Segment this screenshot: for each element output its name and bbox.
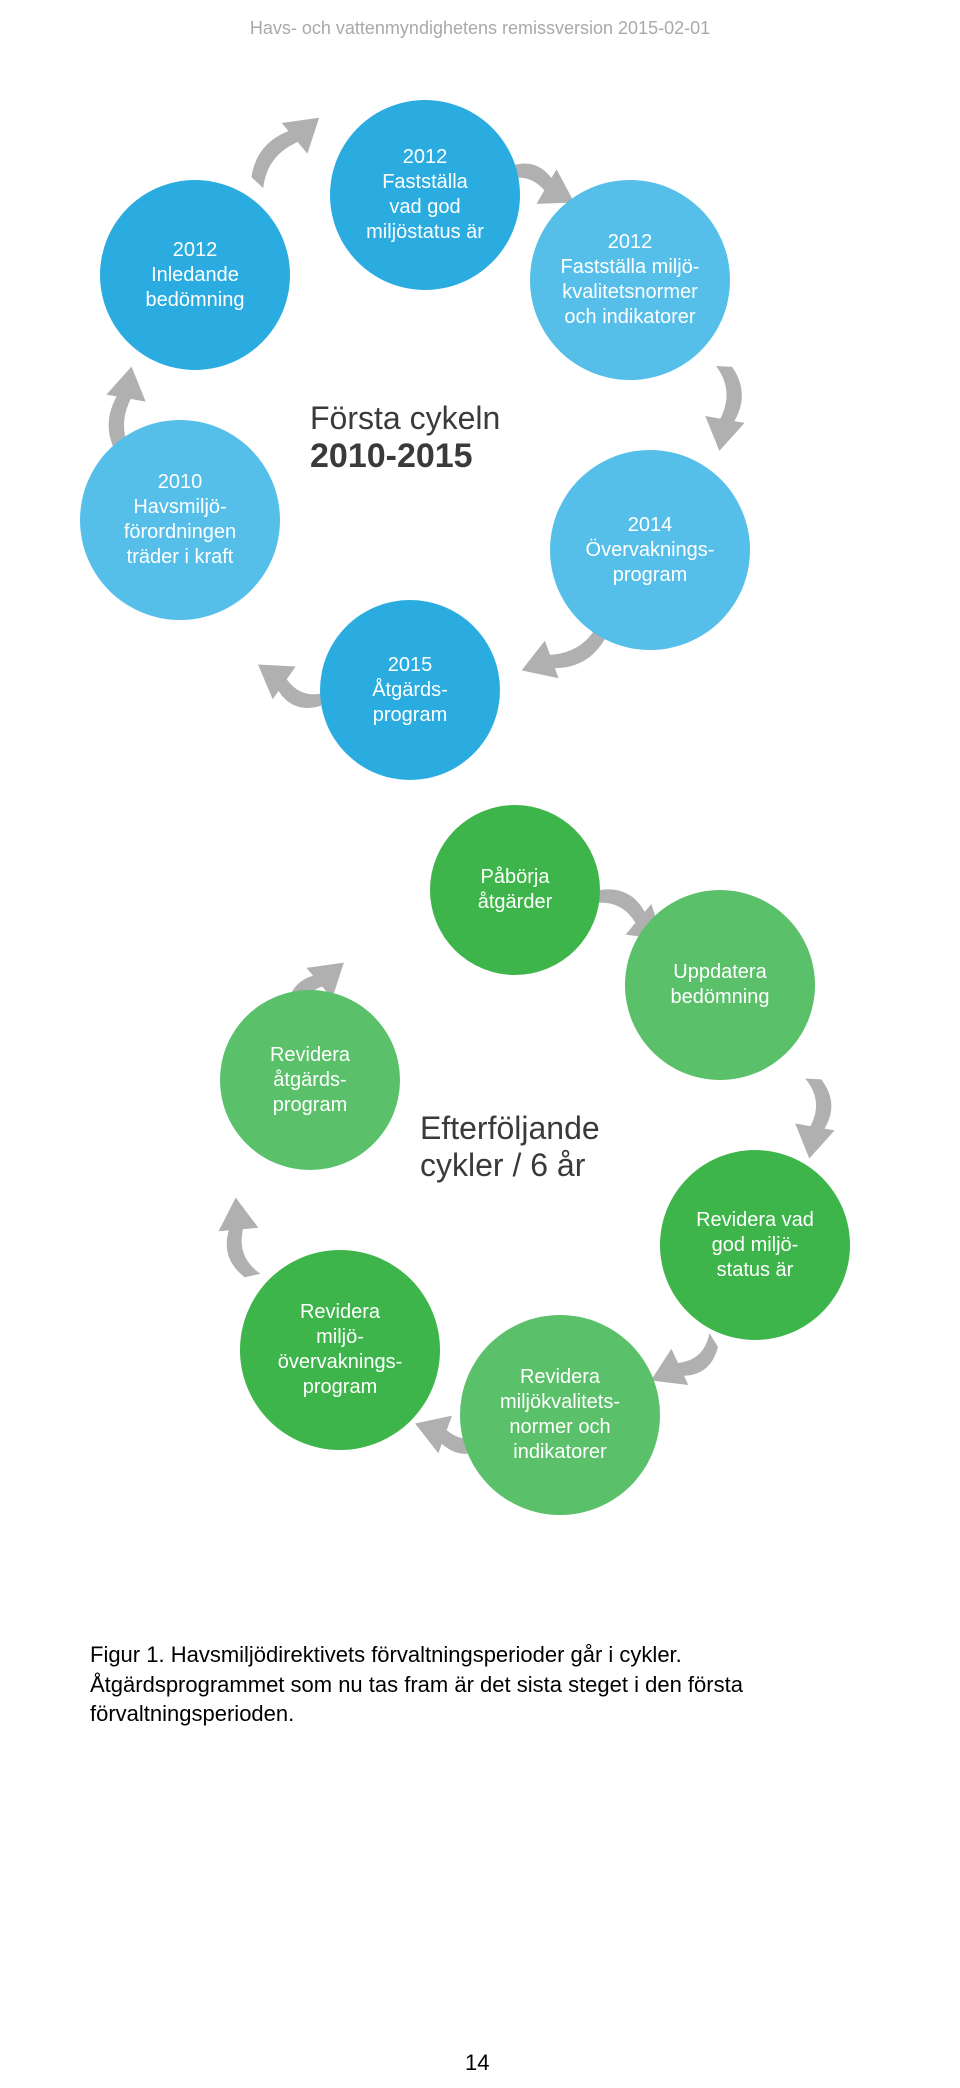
node-label: 2010 Havsmiljö- förordningen träder i kr… [124,470,236,570]
cycle-title-line1: Efterföljande [420,1110,600,1147]
cycle2-node: Påbörja åtgärder [430,805,600,975]
cycle1-node: 2012 Fastställa miljö- kvalitetsnormer o… [530,180,730,380]
node-label: Revidera miljö- övervaknings- program [278,1300,403,1400]
node-label: Revidera miljökvalitets- normer och indi… [500,1365,620,1465]
cycle-title-line1: Första cykeln [310,400,500,437]
page-number: 14 [465,2050,489,2076]
node-label: Revidera vad god miljö- status är [696,1208,814,1283]
cycle1-node: 2012 Inledande bedömning [100,180,290,370]
cycle-title-line2: cykler / 6 år [420,1147,600,1184]
node-label: 2012 Inledande bedömning [146,238,245,313]
cycle1-node: 2014 Övervaknings- program [550,450,750,650]
page-header: Havs- och vattenmyndighetens remissversi… [0,18,960,39]
cycle-title-line2: 2010-2015 [310,437,500,476]
cycle-arrow-icon [681,353,758,467]
node-label: 2015 Åtgärds- program [372,653,448,728]
node-label: Revidera åtgärds- program [270,1043,350,1118]
cycle1-node: 2012 Fastställa vad god miljöstatus är [330,100,520,290]
cycle2-node: Uppdatera bedömning [625,890,815,1080]
cycle-title: Första cykeln2010-2015 [310,400,500,476]
cycle1-node: 2010 Havsmiljö- förordningen träder i kr… [80,420,280,620]
node-label: 2012 Fastställa vad god miljöstatus är [366,145,484,245]
cycle-arrow-icon [211,1183,279,1288]
cycle-title: Efterföljandecykler / 6 år [420,1110,600,1184]
cycle2-node: Revidera miljökvalitets- normer och indi… [460,1315,660,1515]
cycle2-node: Revidera vad god miljö- status är [660,1150,850,1340]
node-label: Uppdatera bedömning [671,960,770,1010]
cycle-diagram: 2012 Fastställa vad god miljöstatus är 20… [90,120,870,1620]
node-label: 2012 Fastställa miljö- kvalitetsnormer o… [561,230,700,330]
cycle1-node: 2015 Åtgärds- program [320,600,500,780]
node-label: 2014 Övervaknings- program [586,513,715,588]
node-label: Påbörja åtgärder [478,865,553,915]
cycle2-node: Revidera åtgärds- program [220,990,400,1170]
cycle2-node: Revidera miljö- övervaknings- program [240,1250,440,1450]
figure-caption: Figur 1. Havsmiljödirektivets förvaltnin… [90,1640,870,1729]
